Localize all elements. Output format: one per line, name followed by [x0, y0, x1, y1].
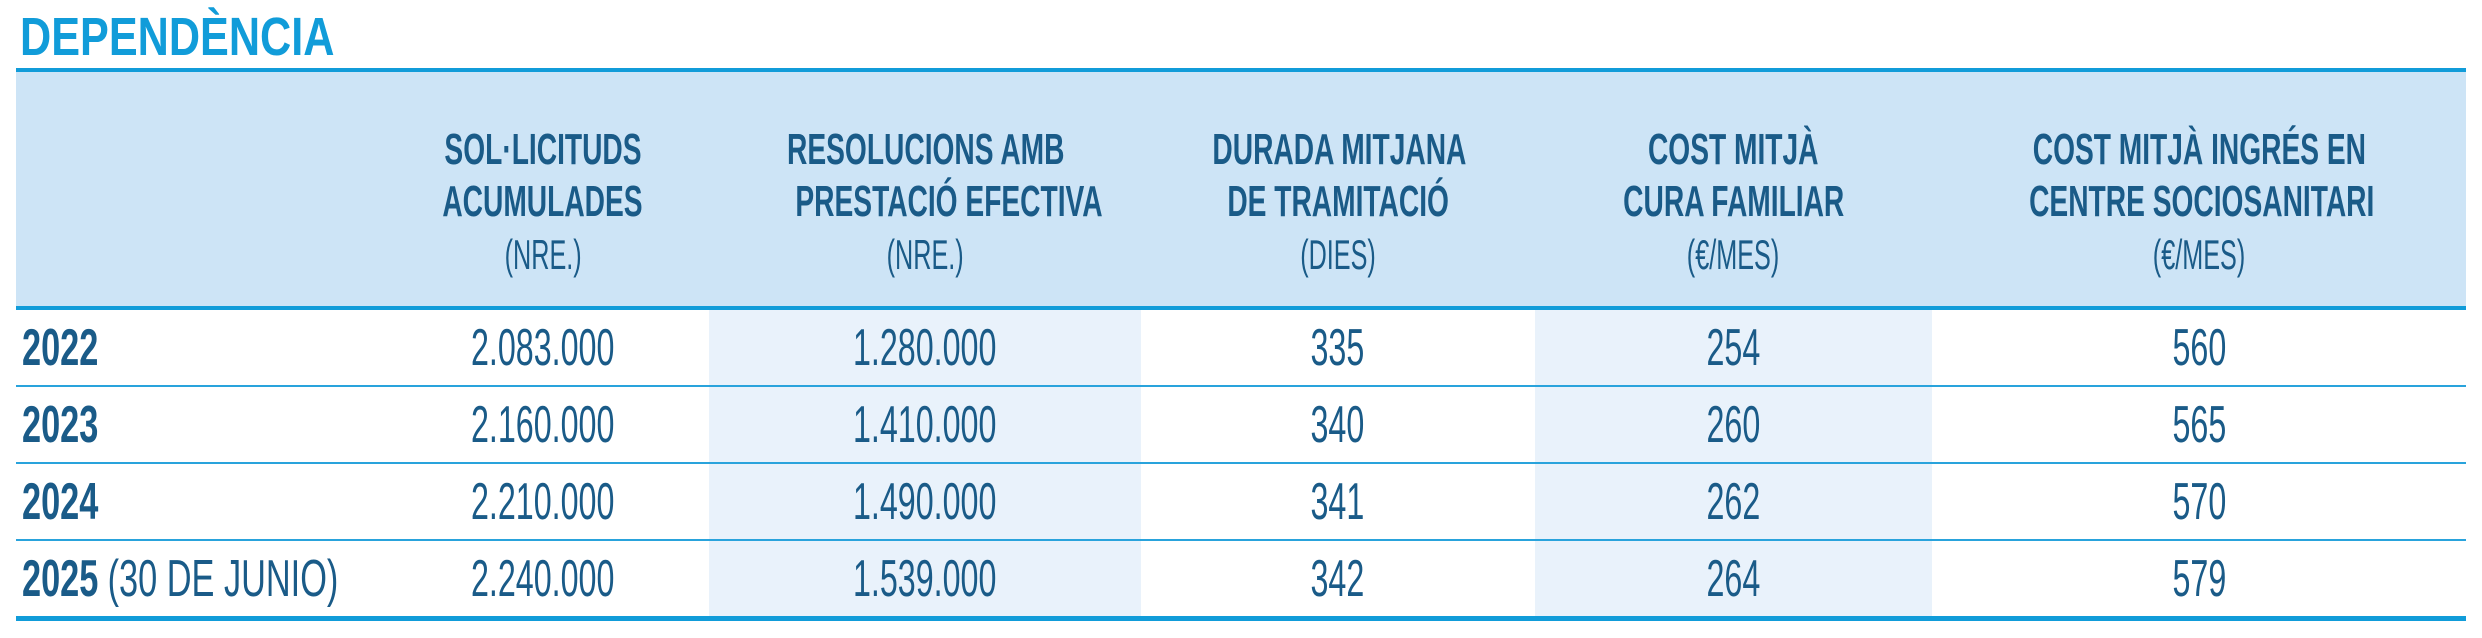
value-text: 1.410.000: [853, 395, 997, 454]
column-title-text: SOL·LICITUDS: [444, 125, 642, 174]
column-unit-text: (€/MES): [1687, 231, 1780, 278]
column-title-line: SOL·LICITUDS: [376, 124, 709, 176]
column-title-line: ACUMULADES: [376, 176, 709, 228]
cell-value: 335: [1140, 308, 1535, 387]
cell-value: 560: [1931, 308, 2466, 387]
year-text: 2024: [22, 472, 99, 531]
cell-value: 2.240.000: [376, 540, 710, 621]
cell-value: 2.160.000: [376, 386, 710, 464]
value-text: 2.160.000: [471, 395, 615, 454]
value-text: 342: [1310, 549, 1365, 608]
cell-value: 2.210.000: [376, 463, 710, 541]
column-unit-text: (€/MES): [2152, 231, 2246, 278]
column-title-line: CENTRE SOCIOSANITARI: [1932, 176, 2466, 228]
column-unit-text: (DIES): [1299, 231, 1376, 278]
column-title-text: PRESTACIÓ EFECTIVA: [795, 177, 1103, 226]
dependencia-table: SOL·LICITUDS ACUMULADES (NRE.) RESOLUCIO…: [16, 68, 2466, 621]
year-text: 2022: [22, 318, 99, 377]
cell-value: 254: [1534, 308, 1932, 387]
year-label-cell: 2023: [16, 386, 377, 464]
column-title-line: COST MITJÀ INGRÉS EN: [1932, 124, 2466, 176]
value-text: 2.210.000: [471, 472, 615, 531]
year-label-cell: 2022: [16, 308, 377, 387]
column-title-line: RESOLUCIONS AMB: [709, 124, 1140, 176]
page-title-text: DEPENDÈNCIA: [20, 7, 335, 67]
year-label: 2024: [22, 472, 98, 532]
page-title: DEPENDÈNCIA: [0, 0, 2482, 68]
cell-value: 341: [1140, 463, 1535, 541]
header-corner-cell: [16, 68, 377, 310]
column-title-line: DURADA MITJANA: [1141, 124, 1535, 176]
column-title-text: CURA FAMILIAR: [1622, 177, 1844, 226]
column-unit: (€/MES): [1932, 230, 2466, 280]
value-text: 341: [1310, 472, 1365, 531]
cell-value: 565: [1931, 386, 2466, 464]
value-text: 254: [1706, 318, 1761, 377]
cell-value: 1.490.000: [709, 463, 1141, 541]
value-text: 335: [1310, 318, 1365, 377]
cell-value: 570: [1931, 463, 2466, 541]
column-unit-text: (NRE.): [886, 231, 964, 278]
column-unit: (NRE.): [376, 230, 709, 280]
year-suffix: (30 DE JUNIO): [107, 549, 339, 608]
value-text: 340: [1310, 395, 1365, 454]
value-text: 565: [2172, 395, 2226, 454]
column-unit: (DIES): [1141, 230, 1535, 280]
year-label-cell: 2025 (30 DE JUNIO): [16, 540, 377, 621]
cell-value: 1.410.000: [709, 386, 1141, 464]
column-title-text: COST MITJÀ INGRÉS EN: [2032, 125, 2366, 174]
column-header-cost-cura-familiar: COST MITJÀ CURA FAMILIAR (€/MES): [1534, 68, 1932, 310]
column-unit: (NRE.): [709, 230, 1140, 280]
year-text: 2023: [22, 395, 99, 454]
value-text: 1.490.000: [853, 472, 997, 531]
value-text: 579: [2172, 549, 2226, 608]
cell-value: 340: [1140, 386, 1535, 464]
value-text: 570: [2172, 472, 2226, 531]
year-label-cell: 2024: [16, 463, 377, 541]
column-unit: (€/MES): [1535, 230, 1932, 280]
column-title-text: DE TRAMITACIÓ: [1226, 177, 1449, 226]
cell-value: 1.280.000: [709, 308, 1141, 387]
table-row-2023: 2023 2.160.000 1.410.000 340 260 565: [16, 386, 2466, 464]
value-text: 1.280.000: [853, 318, 997, 377]
column-header-resolucions: RESOLUCIONS AMB PRESTACIÓ EFECTIVA (NRE.…: [709, 68, 1141, 310]
column-header-durada: DURADA MITJANA DE TRAMITACIÓ (DIES): [1140, 68, 1535, 310]
column-title-text: RESOLUCIONS AMB: [787, 125, 1065, 174]
table-row-2024: 2024 2.210.000 1.490.000 341 262 570: [16, 463, 2466, 541]
cell-value: 262: [1534, 463, 1932, 541]
year-label: 2025 (30 DE JUNIO): [22, 549, 338, 609]
cell-value: 342: [1140, 540, 1535, 621]
value-text: 2.240.000: [471, 549, 615, 608]
column-title-line: COST MITJÀ: [1535, 124, 1932, 176]
table-row-2025: 2025 (30 DE JUNIO) 2.240.000 1.539.000 34…: [16, 540, 2466, 621]
cell-value: 260: [1534, 386, 1932, 464]
cell-value: 579: [1931, 540, 2466, 621]
column-title-line: CURA FAMILIAR: [1535, 176, 1932, 228]
cell-value: 264: [1534, 540, 1932, 621]
year-text: 2025: [22, 549, 99, 608]
cell-value: 2.083.000: [376, 308, 710, 387]
value-text: 1.539.000: [853, 549, 997, 608]
value-text: 262: [1706, 472, 1761, 531]
column-title-text: ACUMULADES: [442, 177, 643, 226]
header-row: SOL·LICITUDS ACUMULADES (NRE.) RESOLUCIO…: [16, 68, 2466, 310]
value-text: 264: [1706, 549, 1761, 608]
table-row-2022: 2022 2.083.000 1.280.000 335 254 560: [16, 308, 2466, 387]
column-title-line: PRESTACIÓ EFECTIVA: [709, 176, 1140, 228]
value-text: 560: [2172, 318, 2226, 377]
year-label: 2022: [22, 318, 98, 378]
value-text: 2.083.000: [471, 318, 615, 377]
column-unit-text: (NRE.): [504, 231, 582, 278]
cell-value: 1.539.000: [709, 540, 1141, 621]
year-label: 2023: [22, 395, 98, 455]
column-title-text: CENTRE SOCIOSANITARI: [2028, 177, 2375, 226]
column-title-line: DE TRAMITACIÓ: [1141, 176, 1535, 228]
value-text: 260: [1706, 395, 1761, 454]
column-title-text: COST MITJÀ: [1648, 125, 1819, 174]
column-header-cost-ingres-centre: COST MITJÀ INGRÉS EN CENTRE SOCIOSANITAR…: [1931, 68, 2466, 310]
column-header-sollicituds: SOL·LICITUDS ACUMULADES (NRE.): [376, 68, 710, 310]
column-title-text: DURADA MITJANA: [1211, 125, 1466, 174]
